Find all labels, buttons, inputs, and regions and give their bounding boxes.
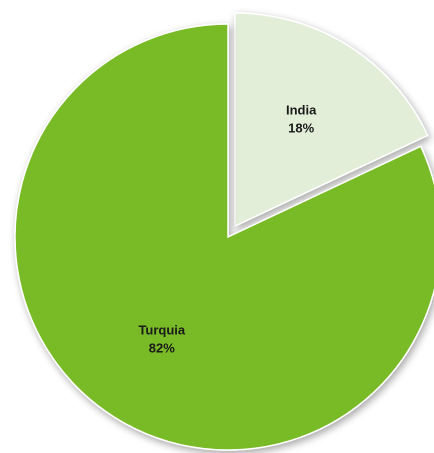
slice-value-label-india: 18% [288, 121, 314, 136]
slices-layer [14, 12, 434, 451]
slice-label-turquia: Turquia [138, 322, 185, 337]
pie-slice-turquia [14, 23, 434, 451]
slice-label-india: India [286, 103, 317, 118]
slice-value-label-turquia: 82% [149, 340, 175, 355]
labels-layer: India 18% Turquia 82% [138, 103, 317, 356]
pie-slice-india [234, 12, 429, 228]
